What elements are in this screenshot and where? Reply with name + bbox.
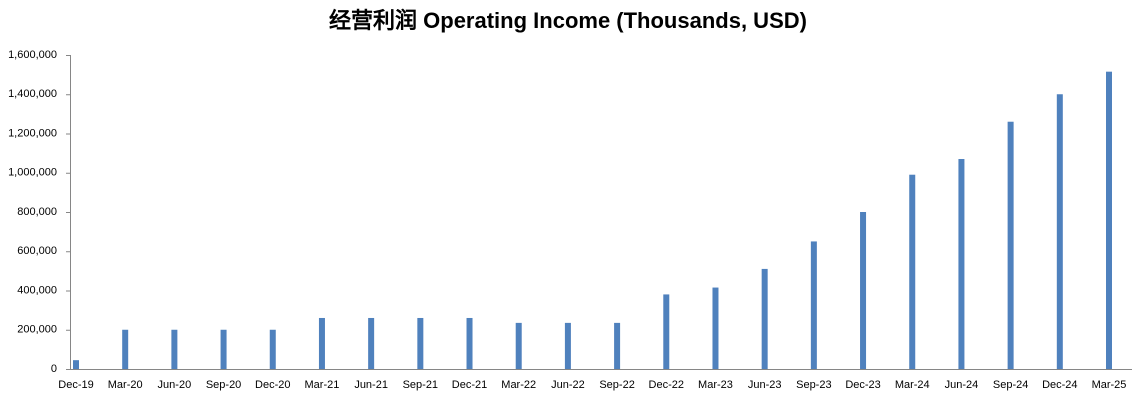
x-tick-label: Dec-23 [845, 379, 880, 391]
bar [712, 287, 719, 369]
x-tick-label: Dec-21 [452, 379, 487, 391]
bar [269, 329, 276, 369]
x-tick-label: Mar-21 [305, 379, 340, 391]
bar [1007, 121, 1014, 369]
bar [663, 294, 670, 369]
bar [73, 360, 79, 369]
x-tick-label: Jun-20 [158, 379, 192, 391]
bar [318, 317, 325, 369]
x-tick-label: Mar-22 [501, 379, 536, 391]
bar [171, 329, 178, 369]
x-tick-label: Mar-23 [698, 379, 733, 391]
x-tick-label: Mar-20 [108, 379, 143, 391]
x-tick-label: Dec-20 [255, 379, 290, 391]
x-tick-label: Sep-24 [993, 379, 1028, 391]
bar [122, 329, 129, 369]
x-tick-label: Dec-22 [649, 379, 684, 391]
x-tick-label: Jun-24 [945, 379, 979, 391]
bar [417, 317, 424, 369]
y-tick-label: 1,400,000 [8, 88, 57, 100]
bar [220, 329, 227, 369]
x-tick-label: Jun-21 [354, 379, 388, 391]
x-tick-label: Sep-22 [599, 379, 634, 391]
x-tick-label: Mar-25 [1092, 379, 1127, 391]
x-tick-label: Sep-23 [796, 379, 831, 391]
y-tick-label: 600,000 [17, 245, 57, 257]
y-tick-label: 1,600,000 [8, 49, 57, 61]
bar [515, 322, 522, 369]
y-tick-label: 0 [51, 363, 57, 375]
bar [909, 174, 916, 369]
y-tick-label: 1,000,000 [8, 167, 57, 179]
x-tick-label: Mar-24 [895, 379, 930, 391]
chart-title: 经营利润 Operating Income (Thousands, USD) [329, 8, 807, 33]
y-tick-label: 200,000 [17, 324, 57, 336]
y-tick-label: 800,000 [17, 206, 57, 218]
bar [860, 212, 867, 369]
bar [564, 322, 571, 369]
bar [958, 159, 965, 369]
bar [761, 268, 768, 369]
x-tick-label: Jun-22 [551, 379, 585, 391]
y-tick-label: 400,000 [17, 284, 57, 296]
bar [1106, 71, 1112, 370]
bar [1056, 94, 1063, 369]
x-tick-label: Jun-23 [748, 379, 782, 391]
bar [810, 241, 817, 369]
x-tick-label: Sep-20 [206, 379, 241, 391]
x-tick-label: Dec-19 [58, 379, 93, 391]
bar [614, 322, 621, 369]
x-tick-label: Dec-24 [1042, 379, 1077, 391]
bar [368, 317, 375, 369]
x-tick-label: Sep-21 [403, 379, 438, 391]
y-tick-label: 1,200,000 [8, 127, 57, 139]
bar [466, 317, 473, 369]
